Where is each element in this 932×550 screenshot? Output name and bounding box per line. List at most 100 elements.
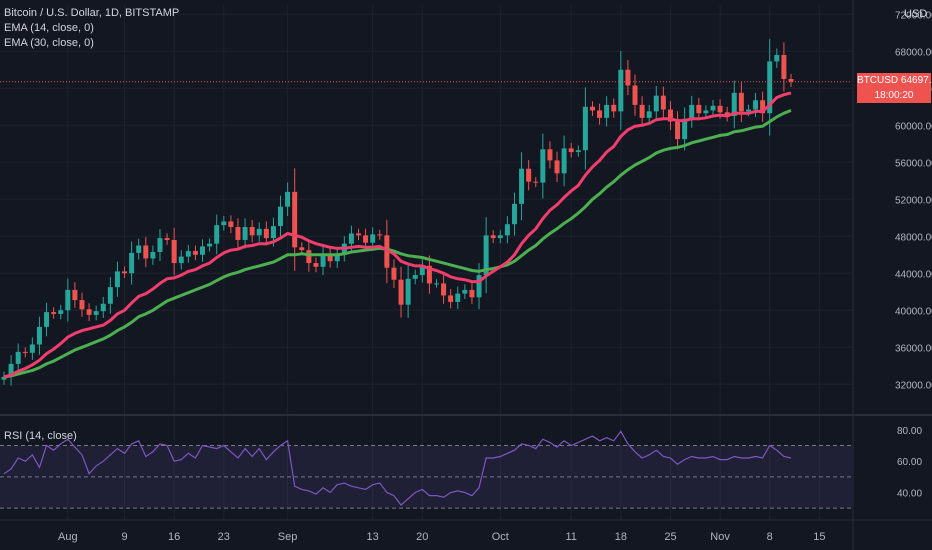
candle-body	[256, 228, 262, 236]
candle-body	[490, 235, 496, 239]
price-tag-symbol: BTCUSD 64697.34	[857, 73, 932, 88]
candle-body	[788, 79, 794, 82]
candle-body	[426, 265, 432, 284]
candle-body	[745, 109, 751, 112]
candle-body	[249, 227, 255, 236]
price-axis: 32000.00 36000.00 40000.00 44000.00 48000.00…	[895, 10, 932, 391]
candle-body	[767, 61, 773, 114]
candle-body	[1, 376, 7, 380]
candle-body	[753, 100, 759, 110]
price-tick-label: 44000.00	[895, 269, 932, 280]
candle-body	[675, 121, 681, 140]
candle-body	[200, 246, 206, 255]
candle-body	[462, 289, 468, 294]
candle-body	[611, 104, 617, 112]
candle-body	[412, 275, 418, 279]
candle-body	[8, 363, 14, 377]
candle-body	[738, 92, 744, 112]
candle-body	[689, 104, 695, 119]
price-tick-label: 52000.00	[895, 195, 932, 206]
chart-legend: Bitcoin / U.S. Dollar, 1D, BITSTAMP EMA …	[4, 6, 179, 51]
candle-body	[731, 92, 737, 116]
candle-body	[370, 234, 376, 243]
time-tick-label: Sep	[278, 531, 298, 543]
candle-body	[405, 278, 411, 305]
currency-label[interactable]: USD	[904, 8, 928, 20]
candle-body	[441, 283, 447, 296]
candle-body	[86, 309, 92, 315]
candle-body	[15, 351, 21, 364]
candle-body	[455, 293, 461, 302]
rsi-legend[interactable]: RSI (14, close)	[4, 430, 77, 442]
candle-body	[433, 283, 439, 285]
candle-body	[58, 310, 64, 314]
time-axis: Aug 9 16 23 Sep 13 20 Oct 11 18 25 Nov 8 15	[58, 531, 825, 543]
candle-body	[22, 351, 28, 353]
time-tick-label: 15	[813, 531, 825, 543]
candle-body	[129, 252, 135, 274]
rsi-tick-label: 60.00	[897, 457, 922, 468]
candle-body	[604, 104, 610, 118]
candle-body	[327, 254, 333, 262]
candle-body	[703, 110, 709, 114]
candle-body	[143, 245, 149, 259]
candle-body	[717, 105, 723, 113]
candle-body	[214, 225, 220, 244]
rsi-pane	[0, 430, 852, 509]
rsi-axis: 40.00 60.00 80.00	[897, 426, 922, 500]
candle-body	[568, 148, 574, 153]
candle-body	[483, 235, 489, 276]
candle-body	[632, 85, 638, 105]
candle-body	[774, 54, 780, 62]
candle-body	[93, 311, 99, 315]
candle-body	[618, 69, 624, 112]
time-tick-label: 8	[767, 531, 773, 543]
candle-body	[228, 221, 234, 227]
candle-body	[504, 224, 510, 236]
candle-body	[320, 254, 326, 267]
time-tick-label: 18	[615, 531, 627, 543]
candle-body	[356, 233, 361, 236]
candle-body	[582, 106, 588, 151]
candle-body	[469, 289, 475, 298]
candle-body	[533, 181, 539, 183]
candle-body	[29, 344, 35, 353]
candle-body	[178, 256, 184, 264]
candle-body	[760, 100, 766, 114]
candle-body	[625, 69, 631, 86]
symbol-title[interactable]: Bitcoin / U.S. Dollar, 1D, BITSTAMP	[4, 7, 180, 19]
candle-body	[781, 54, 787, 79]
candle-body	[150, 251, 156, 259]
time-tick-label: Nov	[710, 531, 730, 543]
candle-body	[242, 227, 248, 240]
candle-body	[597, 110, 603, 118]
candle-body	[306, 250, 312, 264]
candle-body	[285, 191, 291, 207]
rsi-tick-label: 80.00	[897, 426, 922, 437]
candle-body	[72, 289, 78, 301]
candle-body	[398, 279, 404, 305]
price-tick-label: 48000.00	[895, 232, 932, 243]
candle-body	[377, 234, 383, 236]
candle-body	[136, 245, 142, 253]
candle-body	[554, 160, 560, 174]
ema30-legend[interactable]: EMA (30, close, 0)	[4, 37, 94, 49]
candle-body	[157, 238, 163, 252]
ema14-legend[interactable]: EMA (14, close, 0)	[4, 22, 94, 34]
last-price-tag: BTCUSD 64697.34 18:00:20	[857, 72, 932, 103]
price-tick-label: 36000.00	[895, 343, 932, 354]
price-tag-value: 64697.34	[900, 74, 932, 86]
candle-body	[164, 238, 170, 240]
candle-body	[278, 206, 284, 227]
candle-body	[419, 265, 425, 276]
candle-body	[448, 295, 454, 302]
candle-body	[171, 239, 177, 264]
candle-body	[185, 251, 191, 257]
candle-body	[682, 118, 688, 140]
candle-body	[100, 303, 106, 312]
candle-body	[391, 267, 397, 280]
candlestick-series	[1, 39, 794, 386]
candle-body	[696, 104, 702, 114]
candle-body	[497, 235, 503, 239]
